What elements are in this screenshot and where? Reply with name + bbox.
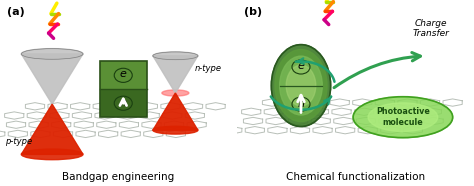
Text: (b): (b) xyxy=(244,7,262,17)
Text: $h$: $h$ xyxy=(119,96,128,108)
Text: $e$: $e$ xyxy=(119,69,128,79)
Text: p-type: p-type xyxy=(5,137,32,146)
Polygon shape xyxy=(21,104,83,154)
Ellipse shape xyxy=(153,126,198,134)
FancyBboxPatch shape xyxy=(100,89,147,117)
Text: Charge
Transfer: Charge Transfer xyxy=(413,19,450,38)
Text: $e$: $e$ xyxy=(297,61,305,71)
Ellipse shape xyxy=(275,49,327,122)
Text: Bandgap engineering: Bandgap engineering xyxy=(63,172,174,182)
Ellipse shape xyxy=(21,149,83,160)
Ellipse shape xyxy=(353,97,453,138)
Text: $h$: $h$ xyxy=(297,97,305,109)
Polygon shape xyxy=(153,56,198,93)
Text: n-type: n-type xyxy=(194,64,221,73)
Ellipse shape xyxy=(286,65,316,106)
Ellipse shape xyxy=(368,103,438,132)
FancyBboxPatch shape xyxy=(100,61,147,89)
Text: (a): (a) xyxy=(7,7,25,17)
Ellipse shape xyxy=(153,52,198,60)
Ellipse shape xyxy=(280,56,322,115)
Text: Photoactive
molecule: Photoactive molecule xyxy=(376,107,430,127)
Ellipse shape xyxy=(271,45,331,126)
Ellipse shape xyxy=(21,49,83,59)
Polygon shape xyxy=(153,93,198,130)
Text: Chemical functionalization: Chemical functionalization xyxy=(286,172,425,182)
Polygon shape xyxy=(21,54,83,104)
Ellipse shape xyxy=(162,90,189,96)
